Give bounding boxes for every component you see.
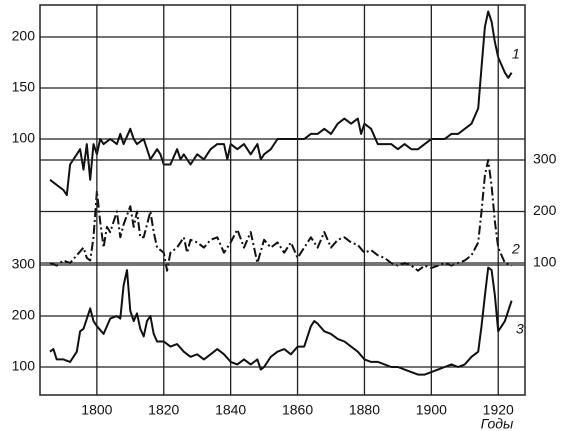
y-tick-label: 100 bbox=[12, 358, 36, 374]
x-tick-label: 1840 bbox=[215, 402, 246, 418]
x-axis-label: Годы bbox=[481, 416, 514, 431]
y-tick-label: 200 bbox=[533, 202, 557, 218]
plot-frame bbox=[39, 4, 526, 396]
y-tick-label: 300 bbox=[533, 151, 557, 167]
y-tick-label: 150 bbox=[12, 79, 36, 95]
series-label: 1 bbox=[512, 46, 520, 62]
series-label: 2 bbox=[511, 241, 520, 257]
series-label: 3 bbox=[516, 321, 524, 337]
series-line bbox=[49, 10, 513, 197]
x-tick-label: 1820 bbox=[148, 402, 179, 418]
x-tick-label: 1920 bbox=[483, 402, 514, 418]
series-line bbox=[49, 266, 513, 376]
y-tick-label: 200 bbox=[12, 28, 36, 44]
x-tick-label: 1880 bbox=[349, 402, 380, 418]
x-tick-label: 1900 bbox=[416, 402, 447, 418]
y-tick-label: 100 bbox=[12, 130, 36, 146]
x-tick-label: 1860 bbox=[282, 402, 313, 418]
series-line bbox=[49, 159, 512, 272]
y-tick-label: 200 bbox=[12, 307, 36, 323]
y-tick-label: 100 bbox=[533, 254, 557, 270]
x-tick-label: 1800 bbox=[81, 402, 112, 418]
y-tick-label: 300 bbox=[12, 256, 36, 272]
